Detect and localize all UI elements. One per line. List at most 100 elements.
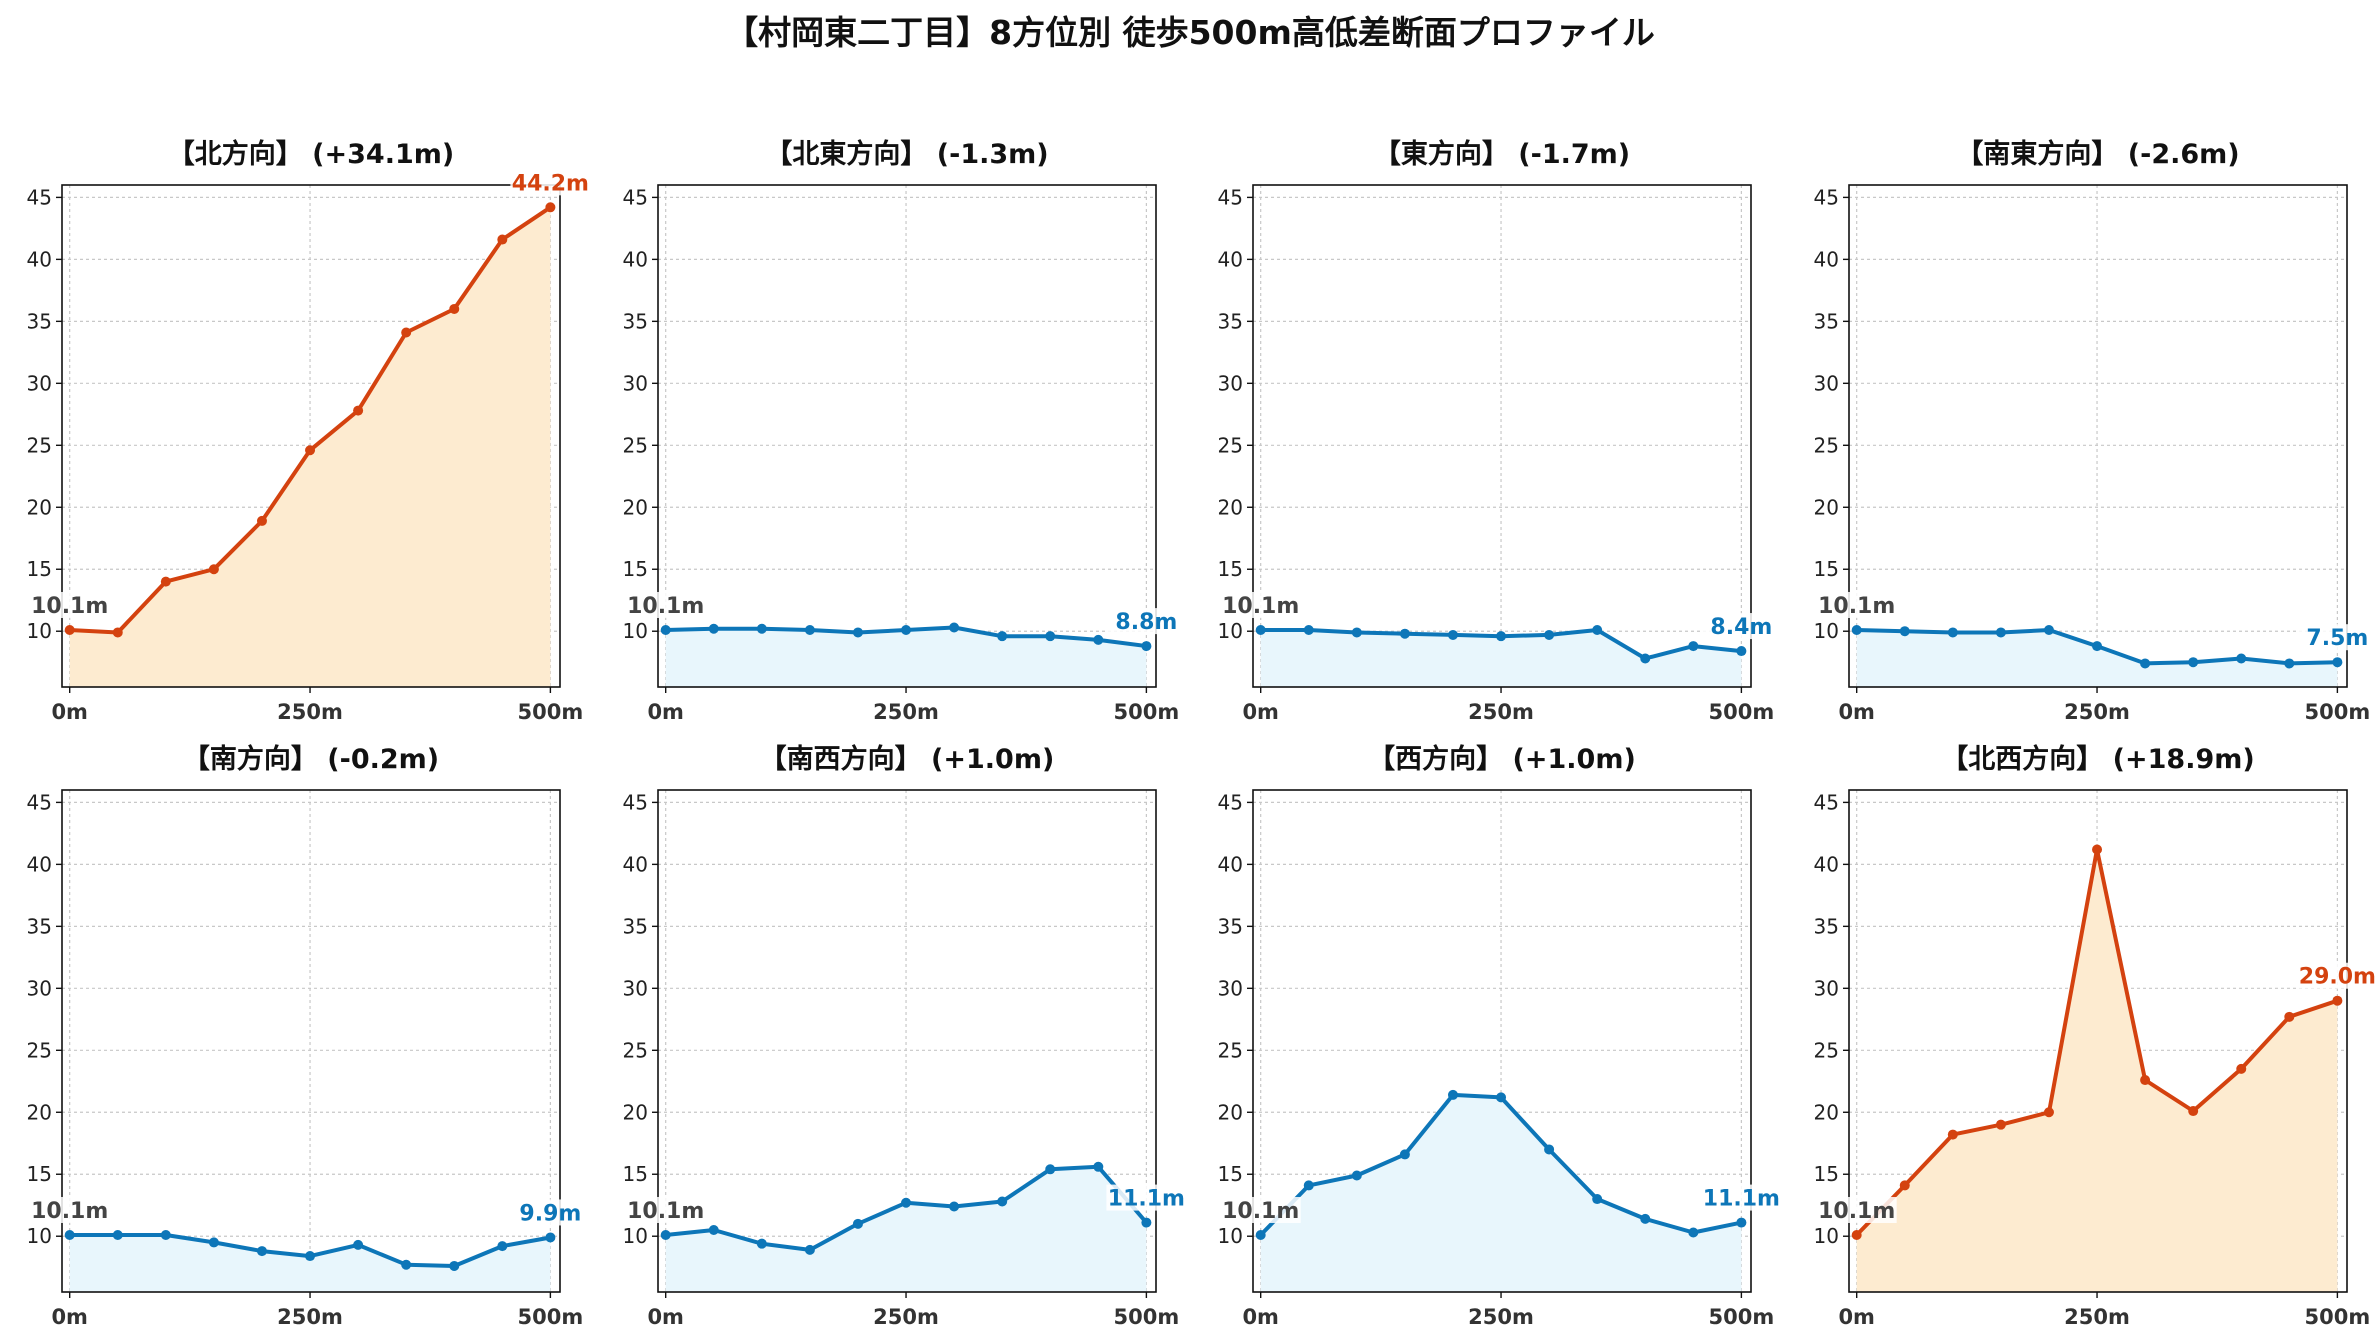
start-elevation-label: 10.1m <box>1818 1199 1895 1224</box>
x-tick-label: 0m <box>1242 1305 1279 1329</box>
axes-frame <box>61 789 561 1293</box>
panel-title: 【南方向】 (-0.2m) <box>183 743 439 775</box>
y-tick-label: 20 <box>1814 1100 1839 1124</box>
data-point <box>208 564 219 575</box>
start-label-bg <box>29 1196 110 1223</box>
y-tick-label: 10 <box>623 1224 648 1248</box>
start-label-bg <box>625 1196 706 1223</box>
y-tick-label: 20 <box>623 1100 648 1124</box>
data-point <box>2092 844 2103 855</box>
x-tick-label: 250m <box>1468 700 1534 724</box>
data-point <box>1688 641 1699 652</box>
data-point <box>112 1229 123 1240</box>
y-tick-label: 40 <box>27 247 52 271</box>
panel-title: 【南西方向】 (+1.0m) <box>760 743 1055 775</box>
data-point <box>1093 634 1104 645</box>
data-point <box>852 627 863 638</box>
y-tick-label: 45 <box>623 185 648 209</box>
y-tick-label: 15 <box>1218 1162 1243 1186</box>
data-point <box>660 624 671 635</box>
x-tick-label: 500m <box>518 1305 584 1329</box>
end-elevation-label: 44.2m <box>512 171 589 196</box>
end-elevation-label: 8.4m <box>1710 615 1772 640</box>
data-point <box>1399 1149 1410 1160</box>
data-point <box>2188 657 2199 668</box>
y-tick-label: 25 <box>623 1038 648 1062</box>
x-tick-label: 500m <box>1709 700 1775 724</box>
data-point <box>2284 1011 2295 1022</box>
data-point <box>353 1239 364 1250</box>
start-elevation-label: 10.1m <box>627 594 704 619</box>
data-point <box>1496 631 1507 642</box>
x-tick-label: 0m <box>51 1305 88 1329</box>
data-point <box>256 515 267 526</box>
y-tick-label: 40 <box>27 852 52 876</box>
y-tick-label: 25 <box>1218 433 1243 457</box>
start-label-bg <box>29 591 110 618</box>
start-label-bg <box>625 591 706 618</box>
data-point <box>256 1246 267 1257</box>
area-fill <box>665 1166 1147 1292</box>
end-label-bg <box>1701 613 1782 640</box>
area-fill <box>1260 630 1742 687</box>
data-point <box>1255 1229 1266 1240</box>
x-tick-label: 0m <box>647 1305 684 1329</box>
data-point <box>2236 1063 2247 1074</box>
data-point <box>804 1244 815 1255</box>
data-point <box>1851 1229 1862 1240</box>
data-point <box>1141 641 1152 652</box>
panel-title: 【北西方向】 (+18.9m) <box>1941 743 2254 775</box>
y-tick-label: 25 <box>27 1038 52 1062</box>
data-point <box>1899 1180 1910 1191</box>
end-elevation-label: 29.0m <box>2299 965 2376 990</box>
data-point <box>401 1259 412 1270</box>
end-elevation-label: 9.9m <box>519 1201 581 1226</box>
data-point <box>1640 653 1651 664</box>
start-label-bg <box>1220 591 1301 618</box>
start-elevation-label: 10.1m <box>31 594 108 619</box>
y-tick-label: 30 <box>27 371 52 395</box>
end-label-bg <box>2297 624 2378 651</box>
data-point <box>2236 653 2247 664</box>
data-point <box>1045 1164 1056 1175</box>
start-label-bg <box>1220 1196 1301 1223</box>
end-elevation-label: 7.5m <box>2306 626 2368 651</box>
y-tick-label: 25 <box>1218 1038 1243 1062</box>
x-tick-label: 500m <box>518 700 584 724</box>
y-tick-label: 45 <box>623 790 648 814</box>
panel-title: 【南東方向】 (-2.6m) <box>1956 138 2239 170</box>
data-point <box>997 631 1008 642</box>
data-point <box>949 1201 960 1212</box>
y-tick-label: 45 <box>1814 790 1839 814</box>
panel-title: 【北方向】 (+34.1m) <box>168 138 454 170</box>
end-elevation-label: 11.1m <box>1703 1187 1780 1212</box>
data-point <box>660 1229 671 1240</box>
y-tick-label: 20 <box>1218 495 1243 519</box>
x-tick-label: 0m <box>1242 700 1279 724</box>
figure-title: 【村岡東二丁目】8方位別 徒歩500m高低差断面プロファイル <box>725 13 1655 52</box>
x-tick-label: 0m <box>647 700 684 724</box>
data-point <box>1947 1129 1958 1140</box>
y-tick-label: 10 <box>1218 1224 1243 1248</box>
data-point <box>1447 629 1458 640</box>
data-point <box>1736 646 1747 657</box>
y-tick-label: 45 <box>1814 185 1839 209</box>
data-point <box>353 405 364 416</box>
start-elevation-label: 10.1m <box>1222 1199 1299 1224</box>
axes-frame <box>1848 789 2348 1293</box>
y-tick-label: 40 <box>623 852 648 876</box>
panel-1: 【北東方向】 (-1.3m) 10 15 20 25 30 35 40 45 0m 250m 500m… <box>623 138 1187 724</box>
end-label-bg <box>2297 962 2378 989</box>
axes-frame <box>61 184 561 688</box>
data-point <box>401 327 412 338</box>
x-tick-label: 500m <box>1114 1305 1180 1329</box>
y-tick-label: 30 <box>623 371 648 395</box>
data-point <box>2140 658 2151 669</box>
y-tick-label: 30 <box>1218 371 1243 395</box>
y-tick-label: 10 <box>27 619 52 643</box>
y-tick-label: 35 <box>1218 914 1243 938</box>
y-tick-label: 15 <box>623 1162 648 1186</box>
end-label-bg <box>1106 608 1187 635</box>
data-point <box>1995 627 2006 638</box>
y-tick-label: 20 <box>27 495 52 519</box>
